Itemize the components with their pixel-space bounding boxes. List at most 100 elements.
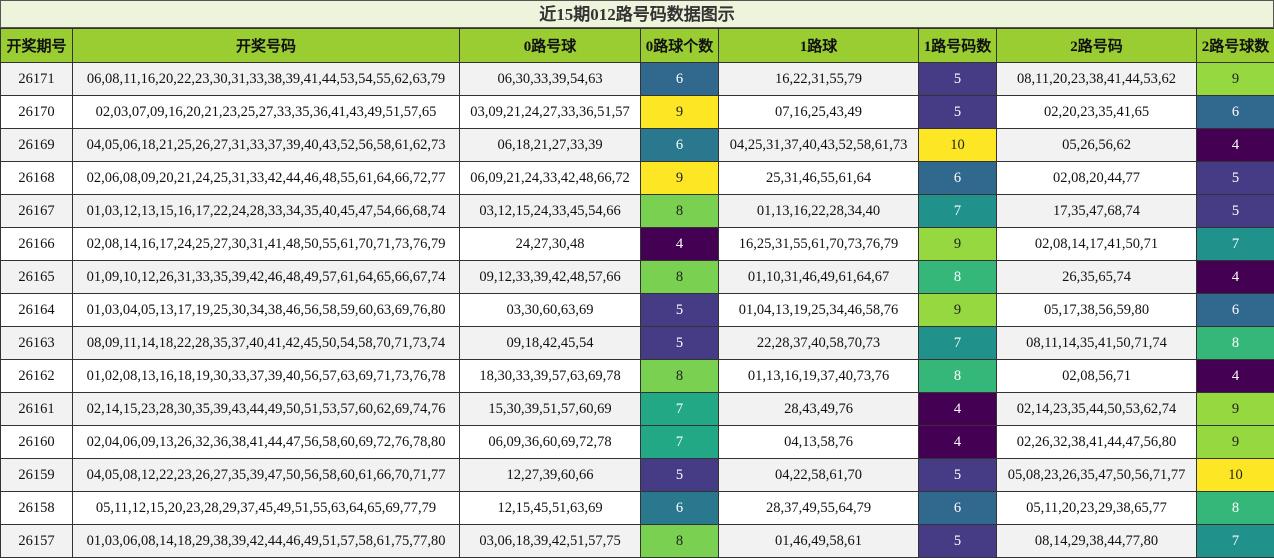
route1-balls-cell: 01,13,16,19,37,40,73,76 — [718, 359, 919, 393]
route1-balls-cell: 07,16,25,43,49 — [718, 95, 919, 129]
route1-count-cell: 9 — [918, 293, 997, 327]
period-cell: 26162 — [0, 359, 73, 393]
route2-balls-cell: 02,14,23,35,44,50,53,62,74 — [996, 392, 1197, 426]
route0-balls-cell: 06,30,33,39,54,63 — [459, 62, 641, 96]
route2-balls-cell: 26,35,65,74 — [996, 260, 1197, 294]
route1-balls-cell: 04,25,31,37,40,43,52,58,61,73 — [718, 128, 919, 162]
route1-balls-cell: 25,31,46,55,61,64 — [718, 161, 919, 195]
numbers-cell: 01,03,12,13,15,16,17,22,24,28,33,34,35,4… — [72, 194, 460, 228]
period-cell: 26163 — [0, 326, 73, 360]
route0-balls-cell: 12,15,45,51,63,69 — [459, 491, 641, 525]
route2-balls-cell: 08,11,14,35,41,50,71,74 — [996, 326, 1197, 360]
period-cell: 26159 — [0, 458, 73, 492]
route0-balls-cell: 03,12,15,24,33,45,54,66 — [459, 194, 641, 228]
route0-balls-cell: 03,09,21,24,27,33,36,51,57 — [459, 95, 641, 129]
route1-balls-cell: 22,28,37,40,58,70,73 — [718, 326, 919, 360]
route2-count-cell: 7 — [1196, 227, 1274, 261]
period-cell: 26167 — [0, 194, 73, 228]
header-route2-balls: 2路号码 — [996, 28, 1197, 63]
period-cell: 26170 — [0, 95, 73, 129]
numbers-cell: 01,03,06,08,14,18,29,38,39,42,44,46,49,5… — [72, 524, 460, 558]
route1-count-cell: 7 — [918, 194, 997, 228]
numbers-cell: 02,08,14,16,17,24,25,27,30,31,41,48,50,5… — [72, 227, 460, 261]
header-route1-balls: 1路球 — [718, 28, 919, 63]
table-row: 26165 01,09,10,12,26,31,33,35,39,42,46,48… — [0, 260, 1274, 294]
period-cell: 26169 — [0, 128, 73, 162]
route1-balls-cell: 01,04,13,19,25,34,46,58,76 — [718, 293, 919, 327]
route0-balls-cell: 09,12,33,39,42,48,57,66 — [459, 260, 641, 294]
numbers-cell: 02,04,06,09,13,26,32,36,38,41,44,47,56,5… — [72, 425, 460, 459]
route0-balls-cell: 18,30,33,39,57,63,69,78 — [459, 359, 641, 393]
route2-balls-cell: 17,35,47,68,74 — [996, 194, 1197, 228]
route0-count-cell: 8 — [640, 359, 719, 393]
route2-count-cell: 4 — [1196, 128, 1274, 162]
table-row: 26164 01,03,04,05,13,17,19,25,30,34,38,46… — [0, 293, 1274, 327]
period-cell: 26164 — [0, 293, 73, 327]
table-row: 26169 04,05,06,18,21,25,26,27,31,33,37,39… — [0, 128, 1274, 162]
period-cell: 26160 — [0, 425, 73, 459]
route2-balls-cell: 02,08,20,44,77 — [996, 161, 1197, 195]
route0-count-cell: 7 — [640, 425, 719, 459]
route1-count-cell: 4 — [918, 425, 997, 459]
numbers-cell: 08,09,11,14,18,22,28,35,37,40,41,42,45,5… — [72, 326, 460, 360]
route1-balls-cell: 28,37,49,55,64,79 — [718, 491, 919, 525]
route0-count-cell: 4 — [640, 227, 719, 261]
numbers-cell: 02,14,15,23,28,30,35,39,43,44,49,50,51,5… — [72, 392, 460, 426]
period-cell: 26161 — [0, 392, 73, 426]
route1-count-cell: 5 — [918, 524, 997, 558]
numbers-cell: 01,09,10,12,26,31,33,35,39,42,46,48,49,5… — [72, 260, 460, 294]
header-route1-count: 1路号码数 — [918, 28, 997, 63]
route2-balls-cell: 05,26,56,62 — [996, 128, 1197, 162]
table-row: 26159 04,05,08,12,22,23,26,27,35,39,47,50… — [0, 458, 1274, 492]
table-row: 26160 02,04,06,09,13,26,32,36,38,41,44,47… — [0, 425, 1274, 459]
route0-balls-cell: 06,18,21,27,33,39 — [459, 128, 641, 162]
route2-count-cell: 7 — [1196, 524, 1274, 558]
route2-balls-cell: 02,20,23,35,41,65 — [996, 95, 1197, 129]
route0-count-cell: 9 — [640, 95, 719, 129]
route1-balls-cell: 01,46,49,58,61 — [718, 524, 919, 558]
table-row: 26162 01,02,08,13,16,18,19,30,33,37,39,40… — [0, 359, 1274, 393]
route1-count-cell: 6 — [918, 161, 997, 195]
page-title: 近15期012路号码数据图示 — [0, 0, 1274, 28]
route0-count-cell: 8 — [640, 194, 719, 228]
numbers-cell: 05,11,12,15,20,23,28,29,37,45,49,51,55,6… — [72, 491, 460, 525]
route2-count-cell: 9 — [1196, 62, 1274, 96]
route0-count-cell: 5 — [640, 293, 719, 327]
numbers-cell: 02,03,07,09,16,20,21,23,25,27,33,35,36,4… — [72, 95, 460, 129]
route0-count-cell: 6 — [640, 491, 719, 525]
route2-balls-cell: 08,11,20,23,38,41,44,53,62 — [996, 62, 1197, 96]
route2-balls-cell: 08,14,29,38,44,77,80 — [996, 524, 1197, 558]
route1-balls-cell: 16,22,31,55,79 — [718, 62, 919, 96]
header-numbers: 开奖号码 — [72, 28, 460, 63]
route2-balls-cell: 02,08,56,71 — [996, 359, 1197, 393]
route1-count-cell: 4 — [918, 392, 997, 426]
route0-count-cell: 9 — [640, 161, 719, 195]
route1-balls-cell: 04,13,58,76 — [718, 425, 919, 459]
route2-balls-cell: 02,26,32,38,41,44,47,56,80 — [996, 425, 1197, 459]
table-row: 26166 02,08,14,16,17,24,25,27,30,31,41,48… — [0, 227, 1274, 261]
numbers-cell: 04,05,06,18,21,25,26,27,31,33,37,39,40,4… — [72, 128, 460, 162]
route1-balls-cell: 01,10,31,46,49,61,64,67 — [718, 260, 919, 294]
route1-count-cell: 5 — [918, 62, 997, 96]
header-route2-count: 2路号球数 — [1196, 28, 1274, 63]
route2-count-cell: 4 — [1196, 260, 1274, 294]
numbers-cell: 02,06,08,09,20,21,24,25,31,33,42,44,46,4… — [72, 161, 460, 195]
table-row: 26168 02,06,08,09,20,21,24,25,31,33,42,44… — [0, 161, 1274, 195]
route0-balls-cell: 15,30,39,51,57,60,69 — [459, 392, 641, 426]
route1-count-cell: 7 — [918, 326, 997, 360]
table-body: 26171 06,08,11,16,20,22,23,30,31,33,38,39… — [0, 62, 1274, 558]
route2-count-cell: 5 — [1196, 194, 1274, 228]
numbers-cell: 04,05,08,12,22,23,26,27,35,39,47,50,56,5… — [72, 458, 460, 492]
route2-balls-cell: 05,11,20,23,29,38,65,77 — [996, 491, 1197, 525]
route1-balls-cell: 04,22,58,61,70 — [718, 458, 919, 492]
route0-balls-cell: 03,06,18,39,42,51,57,75 — [459, 524, 641, 558]
route1-count-cell: 6 — [918, 491, 997, 525]
route0-balls-cell: 06,09,21,24,33,42,48,66,72 — [459, 161, 641, 195]
route2-balls-cell: 05,08,23,26,35,47,50,56,71,77 — [996, 458, 1197, 492]
route0-count-cell: 6 — [640, 62, 719, 96]
period-cell: 26158 — [0, 491, 73, 525]
route2-balls-cell: 05,17,38,56,59,80 — [996, 293, 1197, 327]
table-row: 26167 01,03,12,13,15,16,17,22,24,28,33,34… — [0, 194, 1274, 228]
route1-count-cell: 5 — [918, 95, 997, 129]
